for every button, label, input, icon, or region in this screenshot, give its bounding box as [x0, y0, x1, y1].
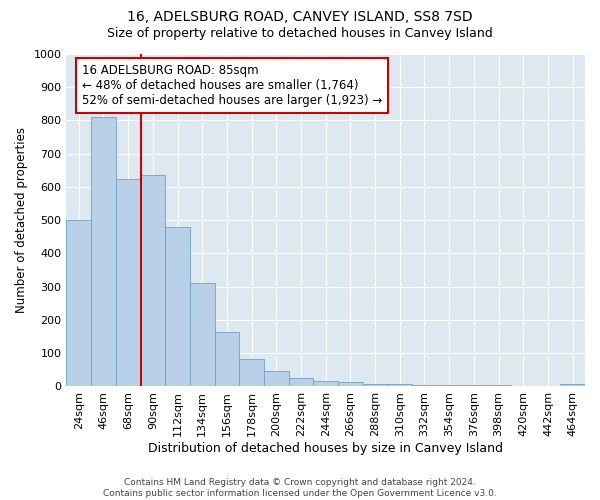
Bar: [388, 384, 412, 386]
Bar: [363, 384, 388, 386]
Bar: [338, 382, 363, 386]
Bar: [264, 372, 289, 386]
Bar: [560, 384, 585, 386]
Bar: [140, 176, 165, 386]
X-axis label: Distribution of detached houses by size in Canvey Island: Distribution of detached houses by size …: [148, 442, 503, 455]
Bar: [165, 227, 190, 386]
Text: Size of property relative to detached houses in Canvey Island: Size of property relative to detached ho…: [107, 28, 493, 40]
Bar: [67, 220, 91, 386]
Y-axis label: Number of detached properties: Number of detached properties: [15, 127, 28, 313]
Bar: [190, 282, 215, 387]
Bar: [116, 178, 140, 386]
Bar: [412, 385, 437, 386]
Bar: [289, 378, 313, 386]
Text: 16, ADELSBURG ROAD, CANVEY ISLAND, SS8 7SD: 16, ADELSBURG ROAD, CANVEY ISLAND, SS8 7…: [127, 10, 473, 24]
Bar: [437, 385, 461, 386]
Text: Contains HM Land Registry data © Crown copyright and database right 2024.
Contai: Contains HM Land Registry data © Crown c…: [103, 478, 497, 498]
Bar: [215, 332, 239, 386]
Text: 16 ADELSBURG ROAD: 85sqm
← 48% of detached houses are smaller (1,764)
52% of sem: 16 ADELSBURG ROAD: 85sqm ← 48% of detach…: [82, 64, 382, 107]
Bar: [239, 359, 264, 386]
Bar: [91, 117, 116, 386]
Bar: [313, 382, 338, 386]
